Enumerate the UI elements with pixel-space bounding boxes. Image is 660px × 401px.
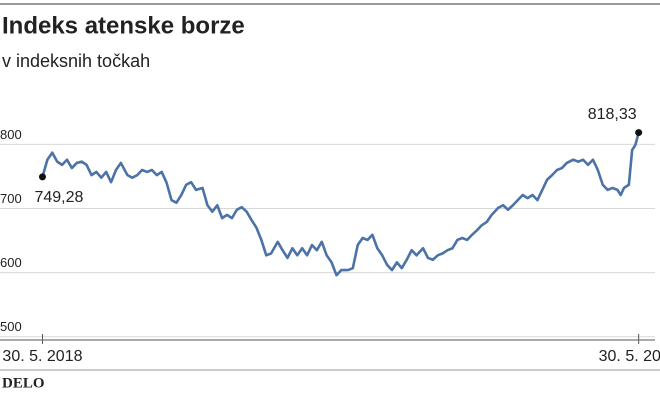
source: DELO (2, 375, 45, 391)
x-tick-label: 30. 5. 2018 (2, 348, 82, 365)
line (41, 132, 640, 277)
y-tick-label: 600 (0, 255, 22, 270)
y-tick-label: 500 (0, 319, 22, 334)
chart-title: Indeks atenske borze (2, 12, 245, 39)
value-label: 749,28 (34, 189, 83, 206)
x-tick-label: 30. 5. 2019 (599, 348, 660, 365)
chart-subtitle: v indeksnih točkah (2, 51, 150, 71)
point-marker (635, 129, 643, 137)
y-tick-label: 800 (0, 127, 22, 142)
point-marker (38, 173, 46, 181)
value-label: 818,33 (588, 106, 637, 123)
y-tick-label: 700 (0, 191, 22, 206)
